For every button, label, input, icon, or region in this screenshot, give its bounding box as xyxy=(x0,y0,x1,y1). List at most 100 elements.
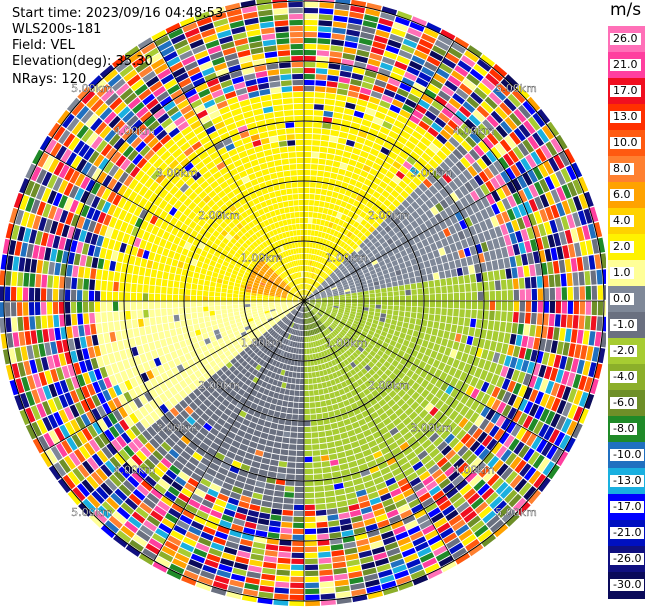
velocity-gate xyxy=(369,196,378,204)
velocity-gate xyxy=(310,182,316,188)
velocity-gate xyxy=(483,230,492,241)
velocity-gate xyxy=(325,289,332,293)
velocity-gate xyxy=(245,292,251,296)
velocity-gate xyxy=(346,96,358,104)
velocity-gate xyxy=(381,190,390,199)
velocity-gate xyxy=(419,193,429,203)
velocity-gate xyxy=(313,462,322,468)
velocity-gate xyxy=(529,264,536,277)
velocity-gate xyxy=(357,325,364,331)
velocity-gate xyxy=(507,407,517,420)
velocity-gate xyxy=(167,315,174,323)
velocity-gate xyxy=(91,334,99,346)
velocity-gate xyxy=(531,288,538,300)
velocity-gate xyxy=(358,93,370,101)
velocity-gate xyxy=(405,306,411,312)
velocity-gate xyxy=(315,407,322,414)
velocity-gate xyxy=(528,375,538,388)
velocity-gate xyxy=(485,491,499,505)
velocity-gate xyxy=(451,425,462,437)
velocity-gate xyxy=(349,233,356,241)
velocity-gate xyxy=(446,316,453,324)
velocity-gate xyxy=(260,432,269,440)
velocity-gate xyxy=(448,260,456,270)
velocity-gate xyxy=(384,377,393,385)
velocity-gate xyxy=(554,314,561,327)
velocity-gate xyxy=(170,329,177,337)
velocity-gate xyxy=(541,352,550,365)
velocity-gate xyxy=(493,428,505,441)
velocity-gate xyxy=(359,87,372,96)
velocity-gate xyxy=(317,425,325,432)
velocity-gate xyxy=(341,318,347,323)
velocity-gate xyxy=(56,340,64,354)
velocity-gate xyxy=(483,452,495,465)
velocity-gate xyxy=(304,163,311,170)
velocity-gate xyxy=(295,354,299,360)
velocity-gate xyxy=(333,329,339,335)
velocity-gate xyxy=(10,302,17,317)
velocity-gate xyxy=(314,293,320,297)
velocity-gate xyxy=(332,428,340,435)
velocity-gate xyxy=(434,39,450,51)
velocity-gate xyxy=(351,173,360,181)
velocity-gate xyxy=(427,273,434,281)
velocity-gate xyxy=(561,301,568,314)
velocity-gate xyxy=(341,267,347,273)
velocity-gate xyxy=(23,316,30,331)
velocity-gate xyxy=(345,298,352,301)
velocity-gate xyxy=(360,277,366,283)
velocity-gate xyxy=(499,139,512,152)
velocity-gate xyxy=(277,563,291,570)
velocity-gate xyxy=(375,186,385,194)
velocity-gate xyxy=(448,470,460,482)
velocity-gate xyxy=(344,309,351,313)
velocity-gate xyxy=(335,317,341,322)
velocity-gate xyxy=(226,301,233,305)
velocity-gate xyxy=(453,308,459,317)
velocity-gate xyxy=(109,260,116,271)
velocity-gate xyxy=(406,369,414,378)
velocity-gate xyxy=(344,288,350,293)
velocity-gate xyxy=(348,347,355,354)
velocity-gate xyxy=(511,267,518,279)
velocity-gate xyxy=(354,265,361,271)
velocity-gate xyxy=(186,276,193,284)
velocity-gate xyxy=(423,27,439,39)
velocity-gate xyxy=(480,183,490,196)
velocity-gate xyxy=(460,123,473,135)
velocity-gate xyxy=(421,354,430,363)
velocity-gate xyxy=(209,286,215,292)
velocity-gate xyxy=(95,312,102,323)
velocity-gate xyxy=(519,301,526,312)
velocity-gate xyxy=(18,257,26,272)
velocity-gate xyxy=(501,184,512,197)
velocity-gate xyxy=(460,506,474,518)
velocity-gate xyxy=(424,402,434,413)
velocity-gate xyxy=(323,171,331,178)
velocity-gate xyxy=(465,136,477,148)
velocity-gate xyxy=(304,73,315,80)
velocity-gate xyxy=(496,388,506,401)
velocity-gate xyxy=(564,229,573,244)
velocity-gate xyxy=(167,308,173,316)
velocity-gate xyxy=(387,399,396,408)
velocity-gate xyxy=(336,271,342,277)
velocity-gate xyxy=(314,104,324,110)
velocity-gate xyxy=(322,116,333,124)
velocity-gate xyxy=(404,407,414,416)
velocity-gate xyxy=(433,181,443,191)
velocity-gate xyxy=(372,85,385,94)
velocity-gate xyxy=(440,315,447,323)
velocity-gate xyxy=(316,50,330,57)
velocity-gate xyxy=(341,329,347,335)
velocity-gate xyxy=(562,402,572,417)
velocity-gate xyxy=(334,217,340,225)
velocity-gate xyxy=(148,251,156,261)
velocity-gate xyxy=(421,152,432,163)
velocity-gate xyxy=(350,250,357,257)
velocity-gate xyxy=(326,247,331,253)
velocity-gate xyxy=(134,256,142,267)
velocity-gate xyxy=(199,273,206,280)
velocity-gate xyxy=(83,313,90,325)
